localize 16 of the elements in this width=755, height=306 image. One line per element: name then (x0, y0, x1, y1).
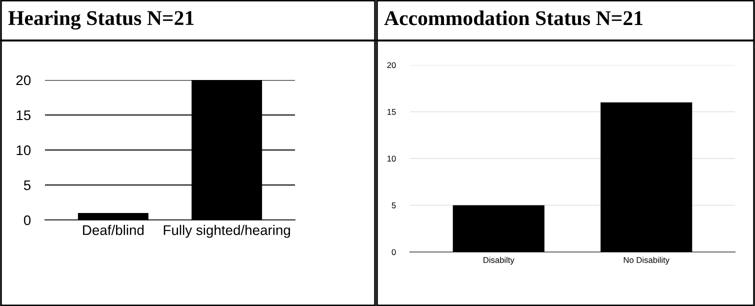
y-tick-label: 5 (392, 202, 396, 208)
y-tick-label: 10 (387, 156, 396, 162)
y-tick-label: 0 (24, 215, 31, 226)
x-tick-label: No Disability (624, 256, 670, 265)
x-tick-label: Deaf/blind (83, 224, 144, 236)
x-tick-label: Disabilty (484, 256, 514, 265)
y-tick-label: 20 (387, 62, 396, 68)
y-tick-label: 5 (24, 180, 31, 190)
y-tick-label: 20 (16, 75, 31, 86)
chart-title: Hearing Status N=21 (8, 10, 194, 30)
y-tick-label: 0 (392, 249, 396, 256)
chart-title: Accommodation Status N=21 (384, 10, 642, 26)
y-tick-label: 15 (16, 110, 31, 120)
y-tick-label: 10 (16, 145, 31, 156)
y-tick-label: 15 (387, 109, 396, 115)
x-tick-label: Fully sighted/hearing (164, 224, 290, 238)
